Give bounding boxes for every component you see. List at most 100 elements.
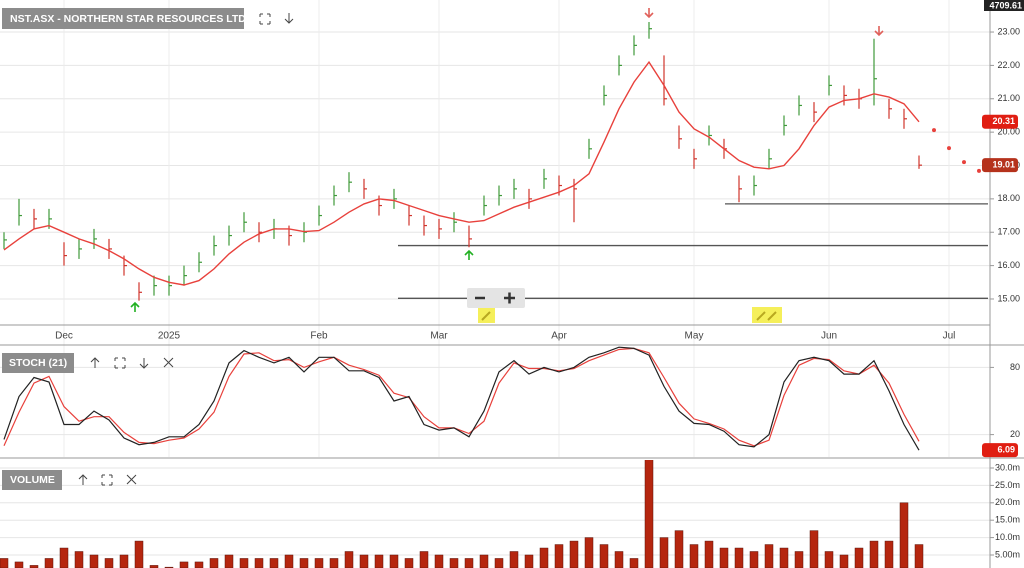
zoom-controls bbox=[467, 288, 525, 308]
volume-bar bbox=[599, 544, 609, 568]
volume-bar bbox=[89, 554, 99, 568]
move-down-icon[interactable] bbox=[139, 358, 149, 369]
header-box bbox=[2, 8, 244, 29]
move-down-icon[interactable] bbox=[284, 13, 294, 24]
volume-bar bbox=[494, 558, 504, 568]
value-tag bbox=[982, 443, 1018, 458]
expand-icon[interactable] bbox=[101, 474, 113, 486]
volume-bar bbox=[764, 544, 774, 568]
zoom-in-button[interactable] bbox=[504, 292, 515, 304]
volume-bar bbox=[419, 551, 429, 568]
x-tick-label: Jul bbox=[943, 331, 956, 342]
volume-bar bbox=[809, 530, 819, 568]
x-tick-label: Mar bbox=[430, 331, 448, 342]
y-tick-label: 80 bbox=[1010, 362, 1020, 372]
volume-bar bbox=[734, 547, 744, 568]
volume-bar bbox=[794, 551, 804, 568]
volume-bar bbox=[749, 551, 759, 568]
price-header: NST.ASX - NORTHERN STAR RESOURCES LTD bbox=[2, 8, 294, 29]
panel-title: STOCH (21) bbox=[9, 357, 67, 369]
move-up-icon[interactable] bbox=[78, 474, 88, 485]
volume-bar bbox=[134, 540, 144, 568]
volume-bar bbox=[119, 554, 129, 568]
expand-icon[interactable] bbox=[259, 13, 271, 25]
volume-bar bbox=[674, 530, 684, 568]
y-tick-label: 16.00 bbox=[997, 260, 1020, 270]
volume-bar bbox=[434, 554, 444, 568]
header-box bbox=[2, 353, 74, 373]
stoch-d-line bbox=[3, 347, 920, 447]
expand-icon[interactable] bbox=[114, 357, 126, 369]
volume-bar bbox=[719, 547, 729, 568]
x-tick-label: Jun bbox=[821, 331, 837, 342]
y-tick-label: 20 bbox=[1010, 429, 1020, 439]
volume-bar bbox=[299, 558, 309, 568]
volume-bar bbox=[344, 551, 354, 568]
y-tick-label: 22.00 bbox=[997, 60, 1020, 70]
x-tick-label: Apr bbox=[551, 331, 567, 342]
x-tick-label: 2025 bbox=[158, 331, 181, 342]
close-icon[interactable] bbox=[126, 474, 137, 485]
sell-signal bbox=[644, 8, 654, 19]
volume-bar bbox=[899, 502, 909, 568]
y-tick-label: 30.0m bbox=[995, 462, 1020, 472]
volume-bar bbox=[629, 558, 639, 568]
close-icon[interactable] bbox=[163, 357, 174, 368]
y-tick-label: 5.00m bbox=[995, 549, 1020, 559]
volume-bar bbox=[464, 558, 474, 568]
volume-bar bbox=[374, 554, 384, 568]
volume-bar bbox=[194, 561, 204, 568]
sell-signal bbox=[874, 26, 884, 37]
volume-bar bbox=[479, 554, 489, 568]
panel-title: VOLUME bbox=[10, 474, 55, 486]
volume-bar bbox=[554, 544, 564, 568]
stoch-header: STOCH (21) bbox=[2, 353, 174, 373]
volume-bar bbox=[509, 551, 519, 568]
volume-bar bbox=[239, 558, 249, 568]
y-tick-label: 23.00 bbox=[997, 26, 1020, 36]
y-tick-label: 15.00 bbox=[997, 293, 1020, 303]
volume-bar bbox=[869, 540, 879, 568]
drawing-tool-icon[interactable] bbox=[752, 307, 782, 323]
volume-bar bbox=[269, 558, 279, 568]
x-tick-label: May bbox=[685, 331, 704, 342]
index-tag bbox=[984, 0, 1024, 11]
y-tick-label: 21.00 bbox=[997, 93, 1020, 103]
volume-bar bbox=[569, 540, 579, 568]
volume-bar bbox=[254, 558, 264, 568]
volume-bar bbox=[359, 554, 369, 568]
value-tag-label: 19.01 bbox=[992, 160, 1015, 170]
y-tick-label: 18.00 bbox=[997, 193, 1020, 203]
volume-bar bbox=[284, 554, 294, 568]
stoch-k-line bbox=[3, 346, 920, 451]
volume-bar bbox=[59, 547, 69, 568]
volume-bar bbox=[614, 551, 624, 568]
volume-bar bbox=[824, 551, 834, 568]
stoch-plot bbox=[3, 346, 920, 451]
volume-bar bbox=[839, 554, 849, 568]
volume-header: VOLUME bbox=[2, 470, 137, 490]
projection-dot bbox=[932, 128, 936, 133]
y-tick-label: 17.00 bbox=[997, 227, 1020, 237]
volume-bar bbox=[74, 551, 84, 568]
value-tag-label: 6.09 bbox=[997, 445, 1015, 455]
volume-bar bbox=[179, 561, 189, 568]
move-up-icon[interactable] bbox=[90, 357, 100, 368]
volume-plot bbox=[0, 460, 924, 568]
volume-bar bbox=[224, 554, 234, 568]
tag-layer: 20.31 19.01 4709.61 6.09 bbox=[982, 0, 1024, 458]
volume-bar bbox=[704, 540, 714, 568]
moving-average bbox=[3, 60, 920, 286]
buy-signal bbox=[464, 249, 474, 260]
y-tick-label: 15.0m bbox=[995, 515, 1020, 525]
volume-bar bbox=[209, 558, 219, 568]
pencil-glyph bbox=[756, 311, 777, 321]
y-tick-label: 20.00 bbox=[997, 127, 1020, 137]
chart-title: NST.ASX - NORTHERN STAR RESOURCES LTD bbox=[10, 13, 246, 25]
volume-bar bbox=[779, 547, 789, 568]
volume-bar bbox=[539, 547, 549, 568]
x-tick-label: Dec bbox=[55, 331, 73, 342]
volume-bar bbox=[659, 537, 669, 568]
projection-dot bbox=[977, 168, 981, 173]
